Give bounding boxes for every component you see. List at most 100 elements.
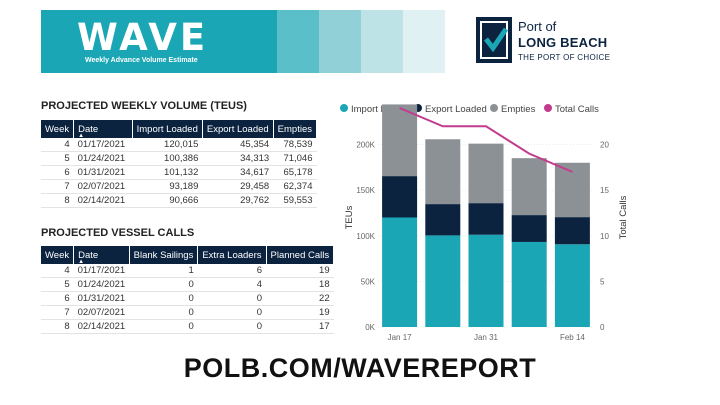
sort-ascending-icon: ▲ (78, 259, 85, 265)
banner-band-2 (319, 10, 361, 73)
calls-table: Week Date ▲ Blank Sailings Extra Loaders … (41, 246, 335, 334)
table-cell: 02/14/2021 (73, 319, 130, 334)
table-cell: 45,354 (202, 138, 274, 152)
bar-export-loaded-4 (554, 217, 590, 245)
bar-import-loaded-2 (468, 234, 504, 327)
header-week[interactable]: Week (41, 120, 75, 138)
table-cell: 01/31/2021 (73, 291, 130, 306)
sort-ascending-icon: ▲ (78, 133, 85, 139)
table-cell: 93,189 (132, 179, 203, 194)
table-cell: 120,015 (132, 138, 203, 152)
volume-table-header: Week Date ▲ Import Loaded Export Loaded E… (41, 120, 318, 139)
table-row: 5 01/24/2021 100,386 34,313 71,046 (41, 151, 317, 166)
table-cell: 6 (41, 291, 74, 306)
total-calls-line (399, 107, 573, 173)
calls-table-title: PROJECTED VESSEL CALLS (41, 227, 195, 239)
table-cell: 100,386 (132, 151, 203, 166)
table-cell: 0 (197, 319, 266, 334)
y2-axis-title: Total Calls (618, 195, 629, 239)
y-tick-label-4: 200K (356, 141, 375, 150)
wave-banner-main: WAVE Weekly Advance Volume Estimate (41, 10, 277, 73)
table-cell: 90,666 (132, 193, 203, 208)
table-row: 5 01/24/2021 0 4 18 (41, 277, 334, 292)
legend-marker-3 (544, 104, 552, 112)
header-blank-sailings[interactable]: Blank Sailings (129, 246, 199, 264)
wave-subtitle: Weekly Advance Volume Estimate (85, 57, 198, 64)
table-cell: 02/07/2021 (73, 305, 130, 320)
calls-table-header: Week Date ▲ Blank Sailings Extra Loaders … (41, 246, 335, 265)
table-cell: 5 (41, 151, 74, 166)
y-tick-label-3: 150K (356, 186, 375, 195)
table-row: 8 02/14/2021 0 0 17 (41, 319, 334, 334)
table-cell: 62,374 (273, 179, 317, 194)
table-cell: 71,046 (273, 151, 317, 166)
y-tick-label-1: 50K (361, 277, 376, 286)
header-date[interactable]: Date ▲ (73, 246, 130, 265)
table-cell: 19 (266, 305, 334, 320)
table-cell: 6 (197, 264, 266, 278)
y2-tick-label-2: 10 (600, 232, 609, 241)
table-cell: 7 (41, 179, 74, 194)
bar-empties-0 (382, 104, 418, 177)
table-cell: 6 (41, 165, 74, 180)
table-cell: 8 (41, 319, 74, 334)
table-cell: 29,458 (202, 179, 274, 194)
header-planned-calls[interactable]: Planned Calls (266, 246, 335, 264)
table-cell: 4 (41, 138, 74, 152)
bar-import-loaded-4 (554, 244, 590, 327)
table-row: 4 01/17/2021 120,015 45,354 78,539 (41, 138, 317, 152)
header-week[interactable]: Week (41, 246, 75, 264)
table-row: 7 02/07/2021 93,189 29,458 62,374 (41, 179, 317, 194)
bar-import-loaded-3 (511, 241, 547, 327)
table-cell: 78,539 (273, 138, 317, 152)
table-cell: 4 (41, 264, 74, 278)
table-cell: 59,553 (273, 193, 317, 208)
bar-import-loaded-0 (382, 217, 418, 327)
header-date[interactable]: Date ▲ (73, 120, 133, 139)
table-cell: 02/07/2021 (73, 179, 133, 194)
logo-line-port-of: Port of (518, 19, 557, 34)
y2-tick-label-4: 20 (600, 141, 609, 150)
table-cell: 0 (197, 305, 266, 320)
logo-line-long-beach: LONG BEACH (518, 35, 608, 50)
legend-label-1: Export Loaded (425, 104, 487, 115)
header-extra-loaders[interactable]: Extra Loaders (197, 246, 267, 264)
table-cell: 29,762 (202, 193, 274, 208)
header-empties[interactable]: Empties (273, 120, 318, 138)
bar-empties-2 (468, 143, 504, 204)
bar-export-loaded-3 (511, 215, 547, 242)
table-cell: 4 (197, 277, 266, 292)
table-cell: 0 (129, 305, 198, 320)
table-cell: 02/14/2021 (73, 193, 133, 208)
table-row: 6 01/31/2021 0 0 22 (41, 291, 334, 306)
x-tick-label-2: Jan 31 (474, 333, 499, 342)
banner-band-1 (277, 10, 319, 73)
y2-tick-label-0: 0 (600, 323, 605, 332)
header-export-loaded[interactable]: Export Loaded (202, 120, 274, 138)
legend-marker-0 (340, 104, 348, 112)
y-tick-label-0: 0K (365, 323, 375, 332)
logo-tagline: THE PORT OF CHOICE (518, 53, 611, 62)
table-cell: 01/17/2021 (73, 264, 130, 278)
header-import-loaded[interactable]: Import Loaded (132, 120, 203, 138)
bar-export-loaded-2 (468, 203, 504, 235)
volume-table: Week Date ▲ Import Loaded Export Loaded E… (41, 120, 318, 208)
banner-band-3 (361, 10, 403, 73)
stacked-volume-chart: Import Loaded Export Loaded Empties Total C… (340, 104, 629, 342)
table-cell: 19 (266, 264, 334, 278)
port-of-long-beach-logo: Port of LONG BEACH THE PORT OF CHOICE (476, 16, 626, 68)
table-cell: 34,313 (202, 151, 274, 166)
legend-label-2: Empties (501, 104, 536, 115)
bar-empties-3 (511, 158, 547, 216)
x-tick-label-4: Feb 14 (560, 333, 585, 342)
footer-url[interactable]: POLB.COM/WAVEREPORT (183, 353, 537, 383)
table-row: 8 02/14/2021 90,666 29,762 59,553 (41, 193, 317, 208)
table-cell: 01/24/2021 (73, 151, 133, 166)
table-cell: 5 (41, 277, 74, 292)
bar-export-loaded-1 (425, 204, 461, 236)
y-tick-label-2: 100K (356, 232, 375, 241)
table-cell: 1 (129, 264, 198, 278)
table-cell: 01/17/2021 (73, 138, 133, 152)
table-cell: 22 (266, 291, 334, 306)
bar-empties-1 (425, 139, 461, 205)
